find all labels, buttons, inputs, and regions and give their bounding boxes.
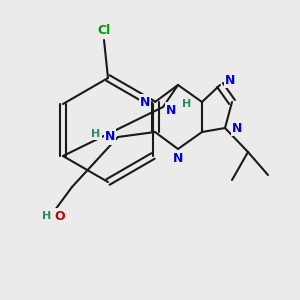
Text: N: N — [166, 103, 176, 116]
Text: O: O — [55, 209, 65, 223]
Text: N: N — [232, 122, 242, 134]
Text: N: N — [105, 130, 115, 143]
Text: N: N — [225, 74, 235, 86]
Text: N: N — [173, 152, 183, 166]
Text: H: H — [42, 211, 52, 221]
Text: H: H — [182, 99, 192, 109]
Text: H: H — [92, 129, 100, 139]
Text: N: N — [140, 95, 150, 109]
Text: Cl: Cl — [98, 23, 111, 37]
